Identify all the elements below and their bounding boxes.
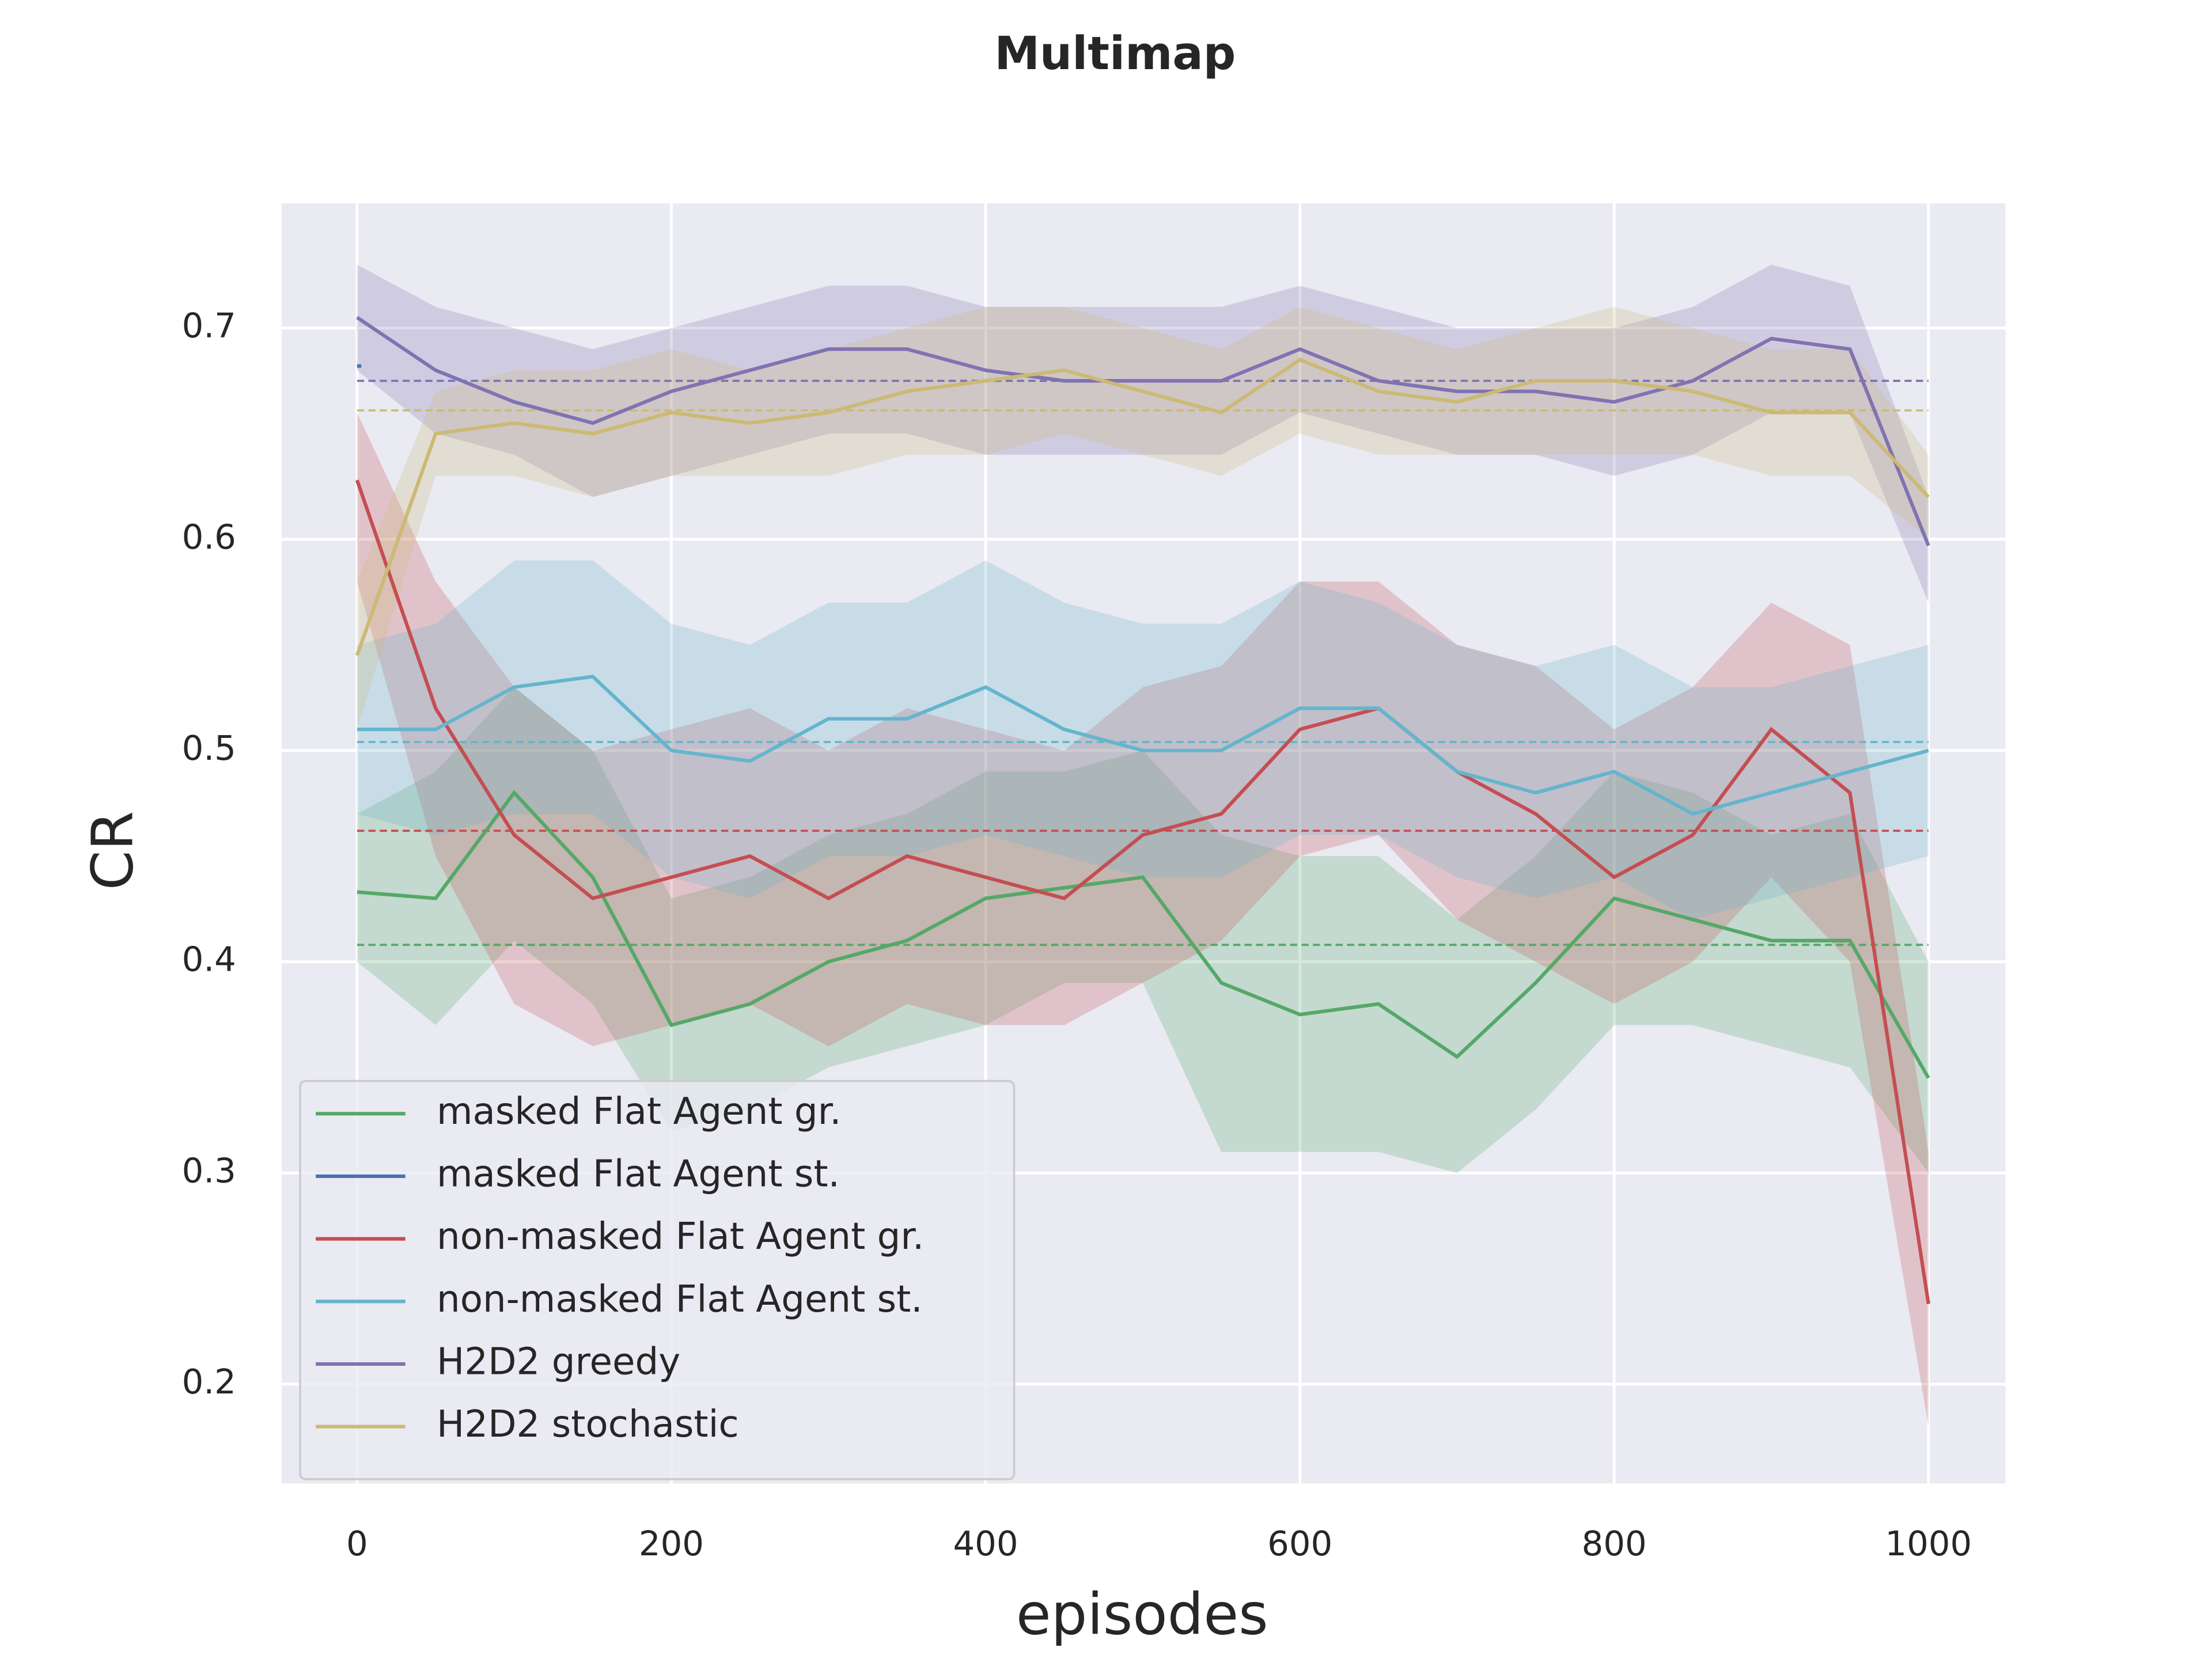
y-tick-label: 0.3 [182,1150,236,1190]
legend-label: non-masked Flat Agent gr. [437,1215,924,1258]
x-axis-label: episodes [1016,1582,1268,1648]
y-tick-label: 0.2 [182,1362,236,1402]
series-line [357,790,1930,1079]
y-tick-label: 0.6 [182,517,236,556]
legend-label: non-masked Flat Agent st. [437,1278,923,1321]
series-line [357,675,1929,816]
y-tick-label: 0.4 [182,940,236,979]
x-tick-label: 600 [1267,1524,1332,1563]
y-tick-label: 0.7 [182,306,236,346]
legend-label: masked Flat Agent gr. [437,1090,842,1133]
confidence-band [357,264,1929,603]
y-tick-label: 0.5 [182,728,236,768]
series-line [355,357,1930,656]
legend-label: masked Flat Agent st. [437,1153,840,1196]
y-axis-label: CR [79,811,146,891]
series-line [355,479,1930,1305]
legend-box [299,1080,1016,1480]
x-tick-label: 0 [346,1524,368,1563]
legend-label: H2D2 stochastic [437,1403,739,1446]
x-tick-label: 200 [639,1524,704,1563]
x-tick-label: 400 [953,1524,1018,1563]
confidence-band [357,306,1929,730]
confidence-band [357,412,1929,1427]
chart-title: Multimap [994,27,1236,80]
x-tick-label: 1000 [1885,1524,1972,1563]
x-tick-label: 800 [1582,1524,1647,1563]
confidence-band [357,687,1929,1173]
legend-label: H2D2 greedy [437,1340,680,1383]
